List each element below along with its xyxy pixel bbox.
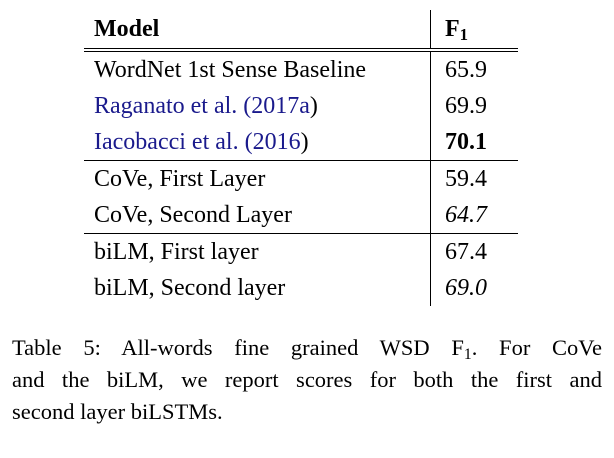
table-row: WordNet 1st Sense Baseline 65.9 [84,48,518,88]
row-model: biLM, Second layer [94,275,286,301]
row-f1-best: 70.1 [430,124,518,161]
table-row: Raganato et al. (2017a) 69.9 [84,88,518,124]
row-model: biLM, First layer [84,233,431,270]
row-f1: 64.7 [430,197,518,234]
row-model: Raganato et al. (2017a) [84,88,431,124]
citation-close-paren: ) [309,93,318,119]
caption-line: and the biLM, we report scores for both … [12,367,602,392]
header-f1-subscript: 1 [459,25,469,45]
caption-text: Table 5: All-words fine grained WSD F [12,335,464,360]
caption-line: Table 5: All-words fine grained WSD F1. … [12,332,602,364]
row-f1: 69.0 [430,270,518,306]
citation-year-link[interactable]: 2016 [252,129,301,155]
row-model: CoVe, First Layer [84,160,431,197]
table-header-row: Model F1 [84,10,518,51]
caption-text: . For CoVe [471,335,602,360]
citation-close-paren: ) [300,129,309,155]
results-table: Model F1 WordNet 1st Sense Baseline 65.9… [84,10,518,306]
row-f1: 69.9 [430,88,518,124]
header-model: Model [84,10,431,51]
table-row: CoVe, Second Layer 64.7 [84,197,518,234]
table-caption: Table 5: All-words fine grained WSD F1. … [12,332,602,428]
row-f1: 67.4 [430,233,518,270]
citation-year-link[interactable]: 2017a [251,93,310,119]
row-model: Iacobacci et al. (2016) [84,124,431,161]
caption-line: second layer biLSTMs. [12,399,223,424]
citation-link[interactable]: Iacobacci et al. ( [94,129,253,155]
table-row: Iacobacci et al. (2016) 70.1 [84,124,518,161]
row-f1: 65.9 [430,48,518,88]
table-row: CoVe, First Layer 59.4 [84,160,518,197]
header-f1-base: F [445,16,460,42]
citation-link[interactable]: Raganato et al. ( [94,93,252,119]
table-row: biLM, First layer 67.4 [84,233,518,270]
row-f1: 59.4 [430,160,518,197]
row-model: CoVe, Second Layer [94,202,292,228]
row-model: WordNet 1st Sense Baseline [84,48,431,88]
table-row: biLM, Second layer 69.0 [84,270,518,306]
results-table-container: Model F1 WordNet 1st Sense Baseline 65.9… [84,10,518,306]
header-f1: F1 [430,10,518,51]
caption-subscript: 1 [463,345,472,363]
